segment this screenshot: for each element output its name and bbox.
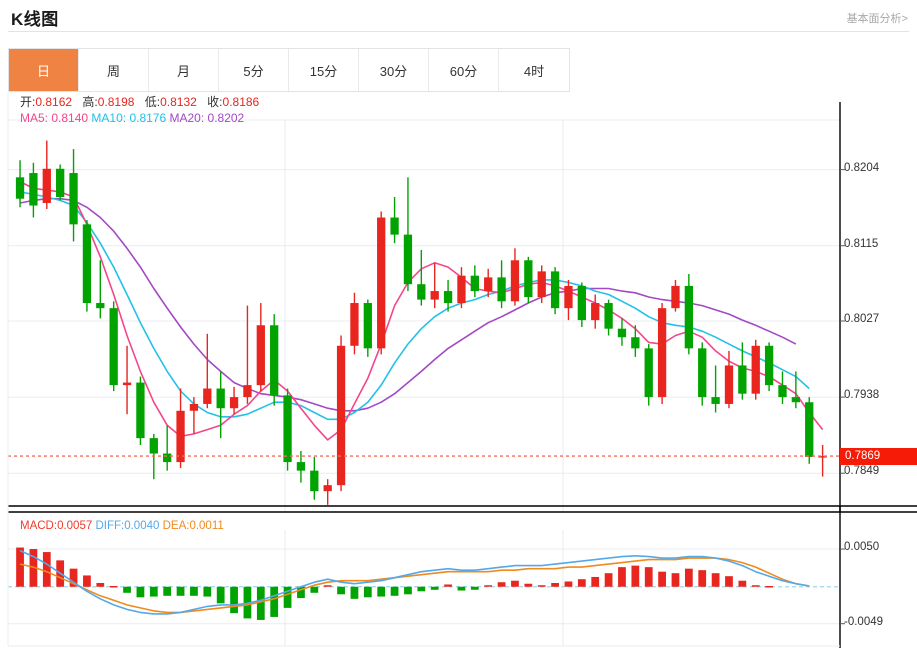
ma-legend: MA5: 0.8140 MA10: 0.8176 MA20: 0.8202 xyxy=(20,111,244,125)
dea-value: 0.0011 xyxy=(189,520,224,532)
tab-5分[interactable]: 5分 xyxy=(219,49,289,91)
tab-月[interactable]: 月 xyxy=(149,49,219,91)
high-label: 高: xyxy=(82,95,98,109)
close-label: 收: xyxy=(207,95,223,109)
price-tick-label: 0.8115 xyxy=(844,237,879,250)
fundamental-analysis-link[interactable]: 基本面分析> xyxy=(846,13,908,25)
price-tick-label: 0.7938 xyxy=(844,389,880,402)
low-label: 低: xyxy=(144,95,161,109)
high-value: 0.8198 xyxy=(97,95,135,109)
header-divider xyxy=(8,31,909,32)
low-value: 0.8132 xyxy=(160,95,197,109)
ma20-label: MA20: xyxy=(169,111,205,125)
timeframe-tabs: 日周月 5分 15分 30分 60分 4时 xyxy=(8,48,570,92)
tab-15分[interactable]: 15分 xyxy=(289,49,359,91)
macd-label: MACD: xyxy=(20,520,58,532)
ma10-value: 0.8176 xyxy=(129,111,167,125)
open-label: 开: xyxy=(20,95,36,109)
tab-60分[interactable]: 60分 xyxy=(429,49,499,91)
tab-4时[interactable]: 4时 xyxy=(499,49,569,91)
ma5-label: MA5: xyxy=(20,111,49,125)
ma10-label: MA10: xyxy=(91,111,127,125)
tab-周[interactable]: 周 xyxy=(79,49,149,91)
diff-value: 0.0040 xyxy=(124,520,160,532)
page-title: K线图 xyxy=(11,10,59,29)
tab-30分[interactable]: 30分 xyxy=(359,49,429,91)
macd-tick-label: -0.0049 xyxy=(844,615,884,628)
macd-tick-label: 0.0050 xyxy=(844,541,880,554)
price-tick-label: 0.7849 xyxy=(844,465,880,478)
current-price-tag: 0.7869 xyxy=(840,447,917,465)
open-value: 0.8162 xyxy=(35,95,73,109)
chart-container[interactable]: 开:0.8162 高:0.8198 低:0.8132 收:0.8186 MA5:… xyxy=(0,92,917,648)
price-tick-label: 0.8027 xyxy=(844,312,880,325)
page-header: K线图 基本面分析> xyxy=(0,0,917,31)
close-value: 0.8186 xyxy=(222,95,260,109)
tab-日[interactable]: 日 xyxy=(9,49,79,91)
ma5-value: 0.8140 xyxy=(51,111,89,125)
macd-legend: MACD:0.0057 DIFF:0.0040 DEA:0.0011 xyxy=(20,520,224,532)
candlestick-svg xyxy=(7,92,917,648)
diff-label: DIFF: xyxy=(95,520,125,532)
dea-label: DEA: xyxy=(162,520,190,532)
ohlc-legend: 开:0.8162 高:0.8198 低:0.8132 收:0.8186 xyxy=(20,94,259,111)
ma20-value: 0.8202 xyxy=(207,111,245,125)
price-tick-label: 0.8204 xyxy=(844,161,880,174)
macd-value: 0.0057 xyxy=(57,520,93,532)
